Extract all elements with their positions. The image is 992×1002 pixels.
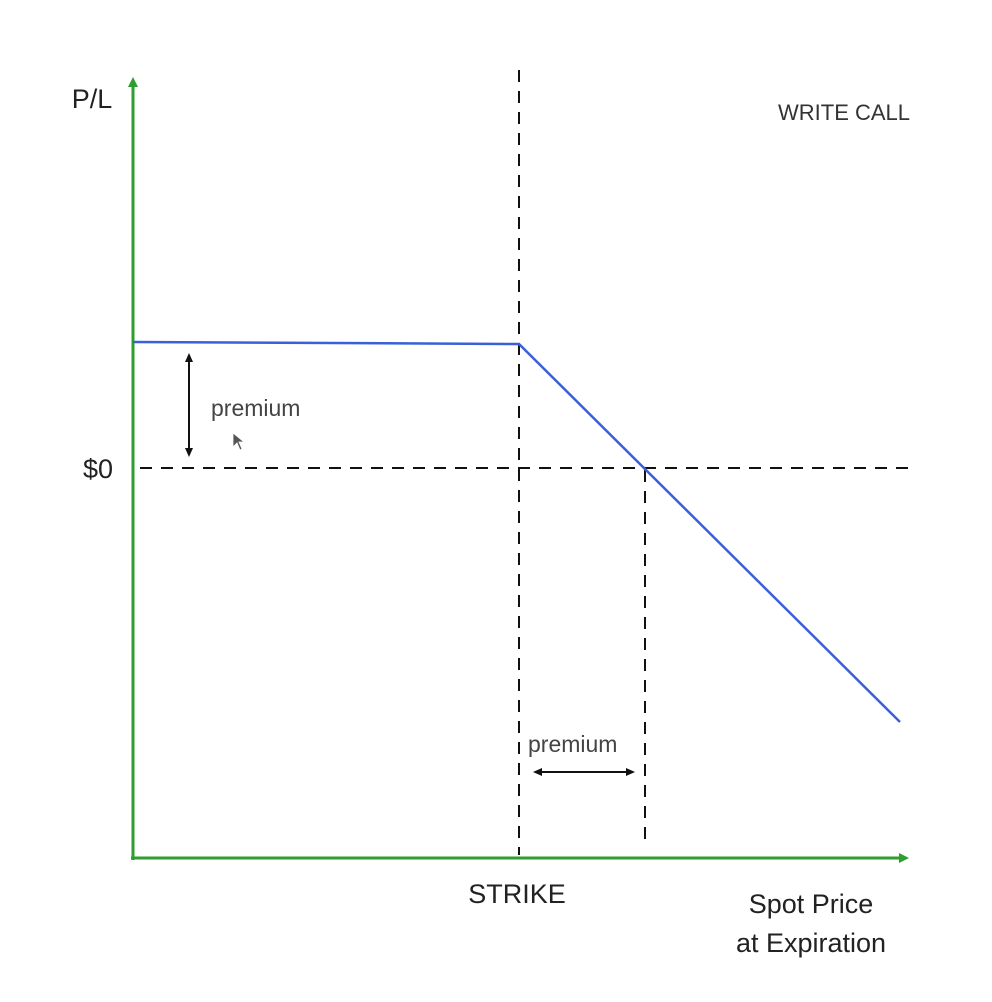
zero-level-label: $0 xyxy=(83,454,113,484)
chart-title: WRITE CALL xyxy=(778,100,910,125)
x-axis-label-line1: Spot Price xyxy=(749,889,874,919)
strike-label: STRIKE xyxy=(468,879,566,909)
premium-vertical-label: premium xyxy=(211,395,300,421)
premium-horizontal-label: premium xyxy=(528,731,617,757)
cursor-icon xyxy=(232,432,246,451)
y-axis-label: P/L xyxy=(72,84,113,114)
payoff-line xyxy=(132,340,901,723)
x-axis-label-line2: at Expiration xyxy=(736,928,886,958)
